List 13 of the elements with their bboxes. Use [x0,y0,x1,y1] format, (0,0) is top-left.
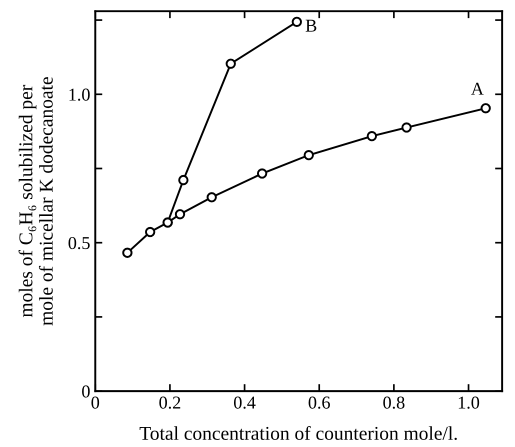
y-tick-label: 0.5 [68,236,90,250]
y-axis-title: moles of C₆H₆ solubilized per mole of micellar K dodecanoate [18,77,53,326]
x-axis-title: Total concentration of counterion mole/l. [140,426,457,440]
y-tick-label: 0 [82,385,90,398]
x-tick-label: 0.4 [234,396,256,409]
legend-label: A [471,82,484,95]
x-tick-label: 0 [91,396,100,409]
x-tick-label: 0.2 [159,396,180,409]
x-tick-label: 0.6 [308,396,330,409]
y-tick-label: 1.0 [69,88,90,101]
x-tick-label: 1.0 [458,396,480,409]
legend-label: B [306,20,316,32]
x-tick-label: 0.8 [383,396,404,409]
